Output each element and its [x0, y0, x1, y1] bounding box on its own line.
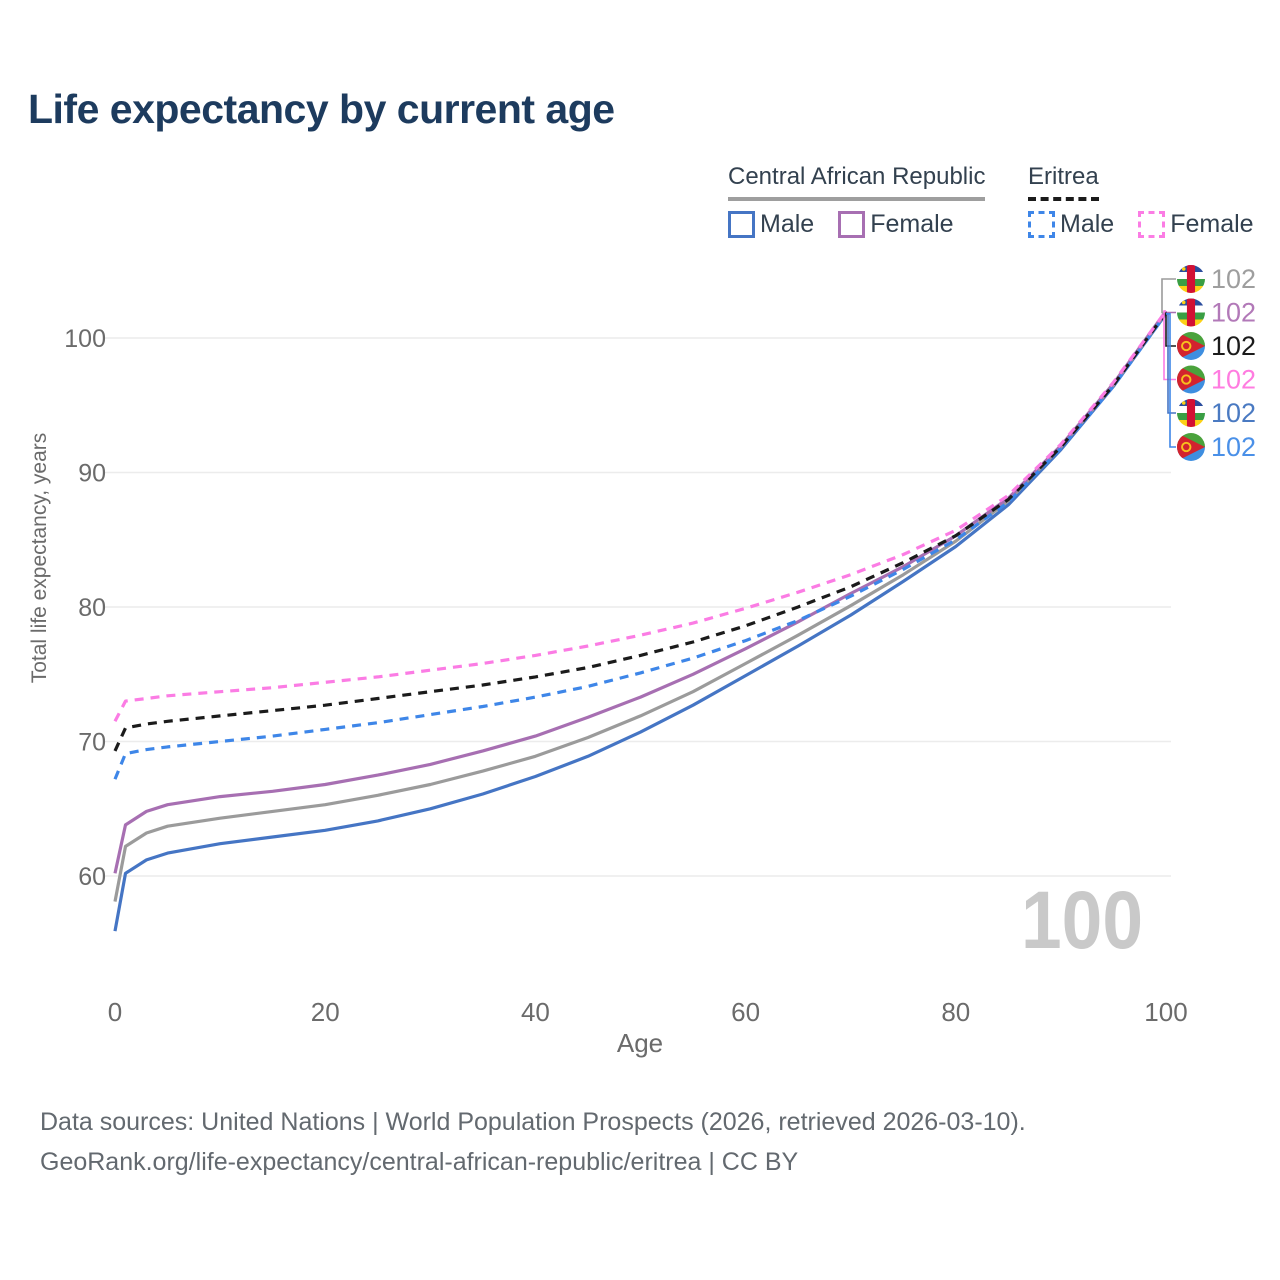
end-label-connector — [1161, 278, 1176, 314]
central-african-republic-flag-icon — [1177, 399, 1205, 427]
end-value-label: 102 — [1211, 398, 1256, 428]
central-african-republic-flag-icon — [1177, 298, 1205, 327]
end-value-label: 102 — [1211, 365, 1256, 395]
legend-item-label: Male — [760, 210, 815, 238]
eritrea-flag-icon — [1177, 332, 1205, 360]
x-axis-title: Age — [617, 1028, 663, 1058]
end-value-label: 102 — [1211, 331, 1256, 361]
x-tick-label: 20 — [311, 997, 340, 1027]
car-female-swatch-icon — [838, 211, 866, 238]
y-tick-label: 70 — [78, 729, 106, 757]
y-tick-label: 90 — [78, 460, 106, 488]
series-line-eri_male[interactable] — [113, 312, 1168, 780]
end-label-connector — [1165, 311, 1176, 314]
legend-item-label: Female — [870, 210, 954, 238]
y-tick-label: 80 — [78, 594, 106, 622]
end-value-label: 102 — [1211, 432, 1256, 462]
end-label-connector — [1165, 312, 1176, 347]
footer: Data sources: United Nations | World Pop… — [40, 1102, 1026, 1182]
chart-canvas: 60 70 80 90 100 0 20 40 60 80 100 Age Total life exp… — [28, 264, 1256, 1058]
footer-data-sources: Data sources: United Nations | World Pop… — [40, 1108, 1026, 1136]
x-tick-label: 0 — [108, 997, 122, 1027]
series-line-car_male[interactable] — [113, 312, 1168, 932]
x-tick-label: 100 — [1144, 997, 1187, 1027]
legend-item-car-female[interactable]: Female — [838, 210, 954, 239]
legend-item-label: Male — [1060, 210, 1115, 238]
series-line-car_female[interactable] — [113, 310, 1168, 874]
legend-country-eritrea[interactable]: Eritrea — [1028, 163, 1099, 201]
y-tick-label: 60 — [78, 863, 106, 891]
legend-item-car-male[interactable]: Male — [728, 210, 814, 239]
legend-group-eritrea: Eritrea Male Female — [1028, 163, 1254, 239]
eritrea-flag-icon — [1177, 433, 1205, 461]
central-african-republic-flag-icon — [1177, 265, 1205, 293]
eritrea-male-swatch-icon — [1028, 211, 1055, 238]
x-tick-label: 40 — [521, 997, 550, 1027]
y-axis-title: Total life expectancy, years — [28, 433, 51, 684]
legend-country-central-african-republic[interactable]: Central African Republic — [728, 163, 986, 201]
end-label-connector — [1166, 313, 1176, 414]
car-male-swatch-icon — [728, 211, 755, 238]
y-tick-label: 100 — [64, 325, 106, 353]
eritrea-female-swatch-icon — [1138, 211, 1166, 238]
age-frame-watermark: 100 — [1021, 875, 1143, 966]
x-tick-label: 80 — [941, 997, 970, 1027]
end-value-label: 102 — [1211, 264, 1256, 294]
legend-item-label: Female — [1170, 210, 1254, 238]
x-tick-label: 60 — [731, 997, 760, 1027]
chart-title: Life expectancy by current age — [28, 86, 615, 132]
footer-attribution: GeoRank.org/life-expectancy/central-afri… — [40, 1148, 799, 1176]
series-line-eri_both[interactable] — [113, 311, 1168, 752]
legend-item-eritrea-female[interactable]: Female — [1138, 210, 1254, 239]
series-line-eri_female[interactable] — [113, 310, 1168, 723]
legend-item-eritrea-male[interactable]: Male — [1028, 210, 1114, 239]
legend-group-central-african-republic: Central African Republic Male Female — [728, 163, 986, 239]
eritrea-flag-icon — [1177, 365, 1205, 394]
end-value-label: 102 — [1211, 298, 1256, 328]
end-label-connector — [1166, 313, 1176, 448]
